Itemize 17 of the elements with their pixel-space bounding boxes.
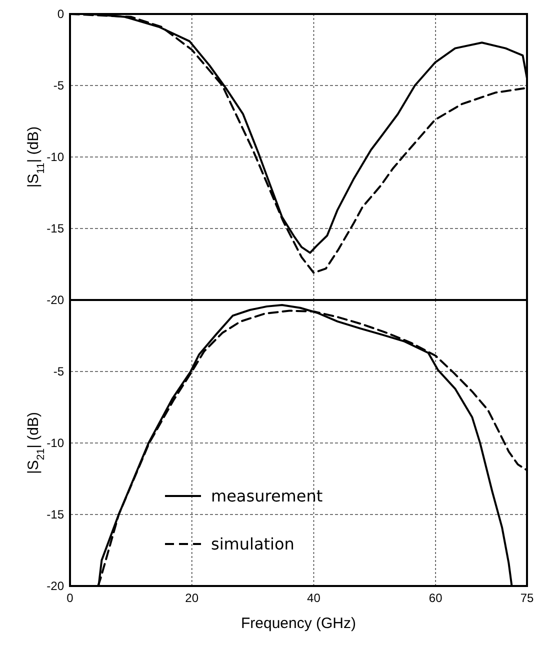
x-tick-label: 20 (185, 591, 199, 605)
y-tick-label: -15 (46, 222, 64, 236)
y-tick-label: -10 (46, 436, 64, 450)
x-tick-label: 60 (428, 591, 443, 605)
y-tick-label: 0 (57, 7, 64, 22)
legend-label: measurement (211, 486, 323, 506)
x-tick-label: 75 (520, 591, 534, 605)
y-tick-label: -20 (46, 579, 64, 594)
y-tick-label: -10 (46, 150, 64, 164)
y-tick-label: -15 (46, 508, 64, 522)
x-tick-label: 40 (307, 591, 321, 605)
y-tick-label: -20 (46, 293, 64, 308)
x-axis-title: Frequency (GHz) (240, 615, 356, 632)
legend-label: simulation (211, 534, 294, 554)
y-tick-label: -5 (53, 78, 64, 93)
y-tick-label: -5 (53, 364, 64, 379)
x-tick-label: 0 (66, 591, 74, 605)
